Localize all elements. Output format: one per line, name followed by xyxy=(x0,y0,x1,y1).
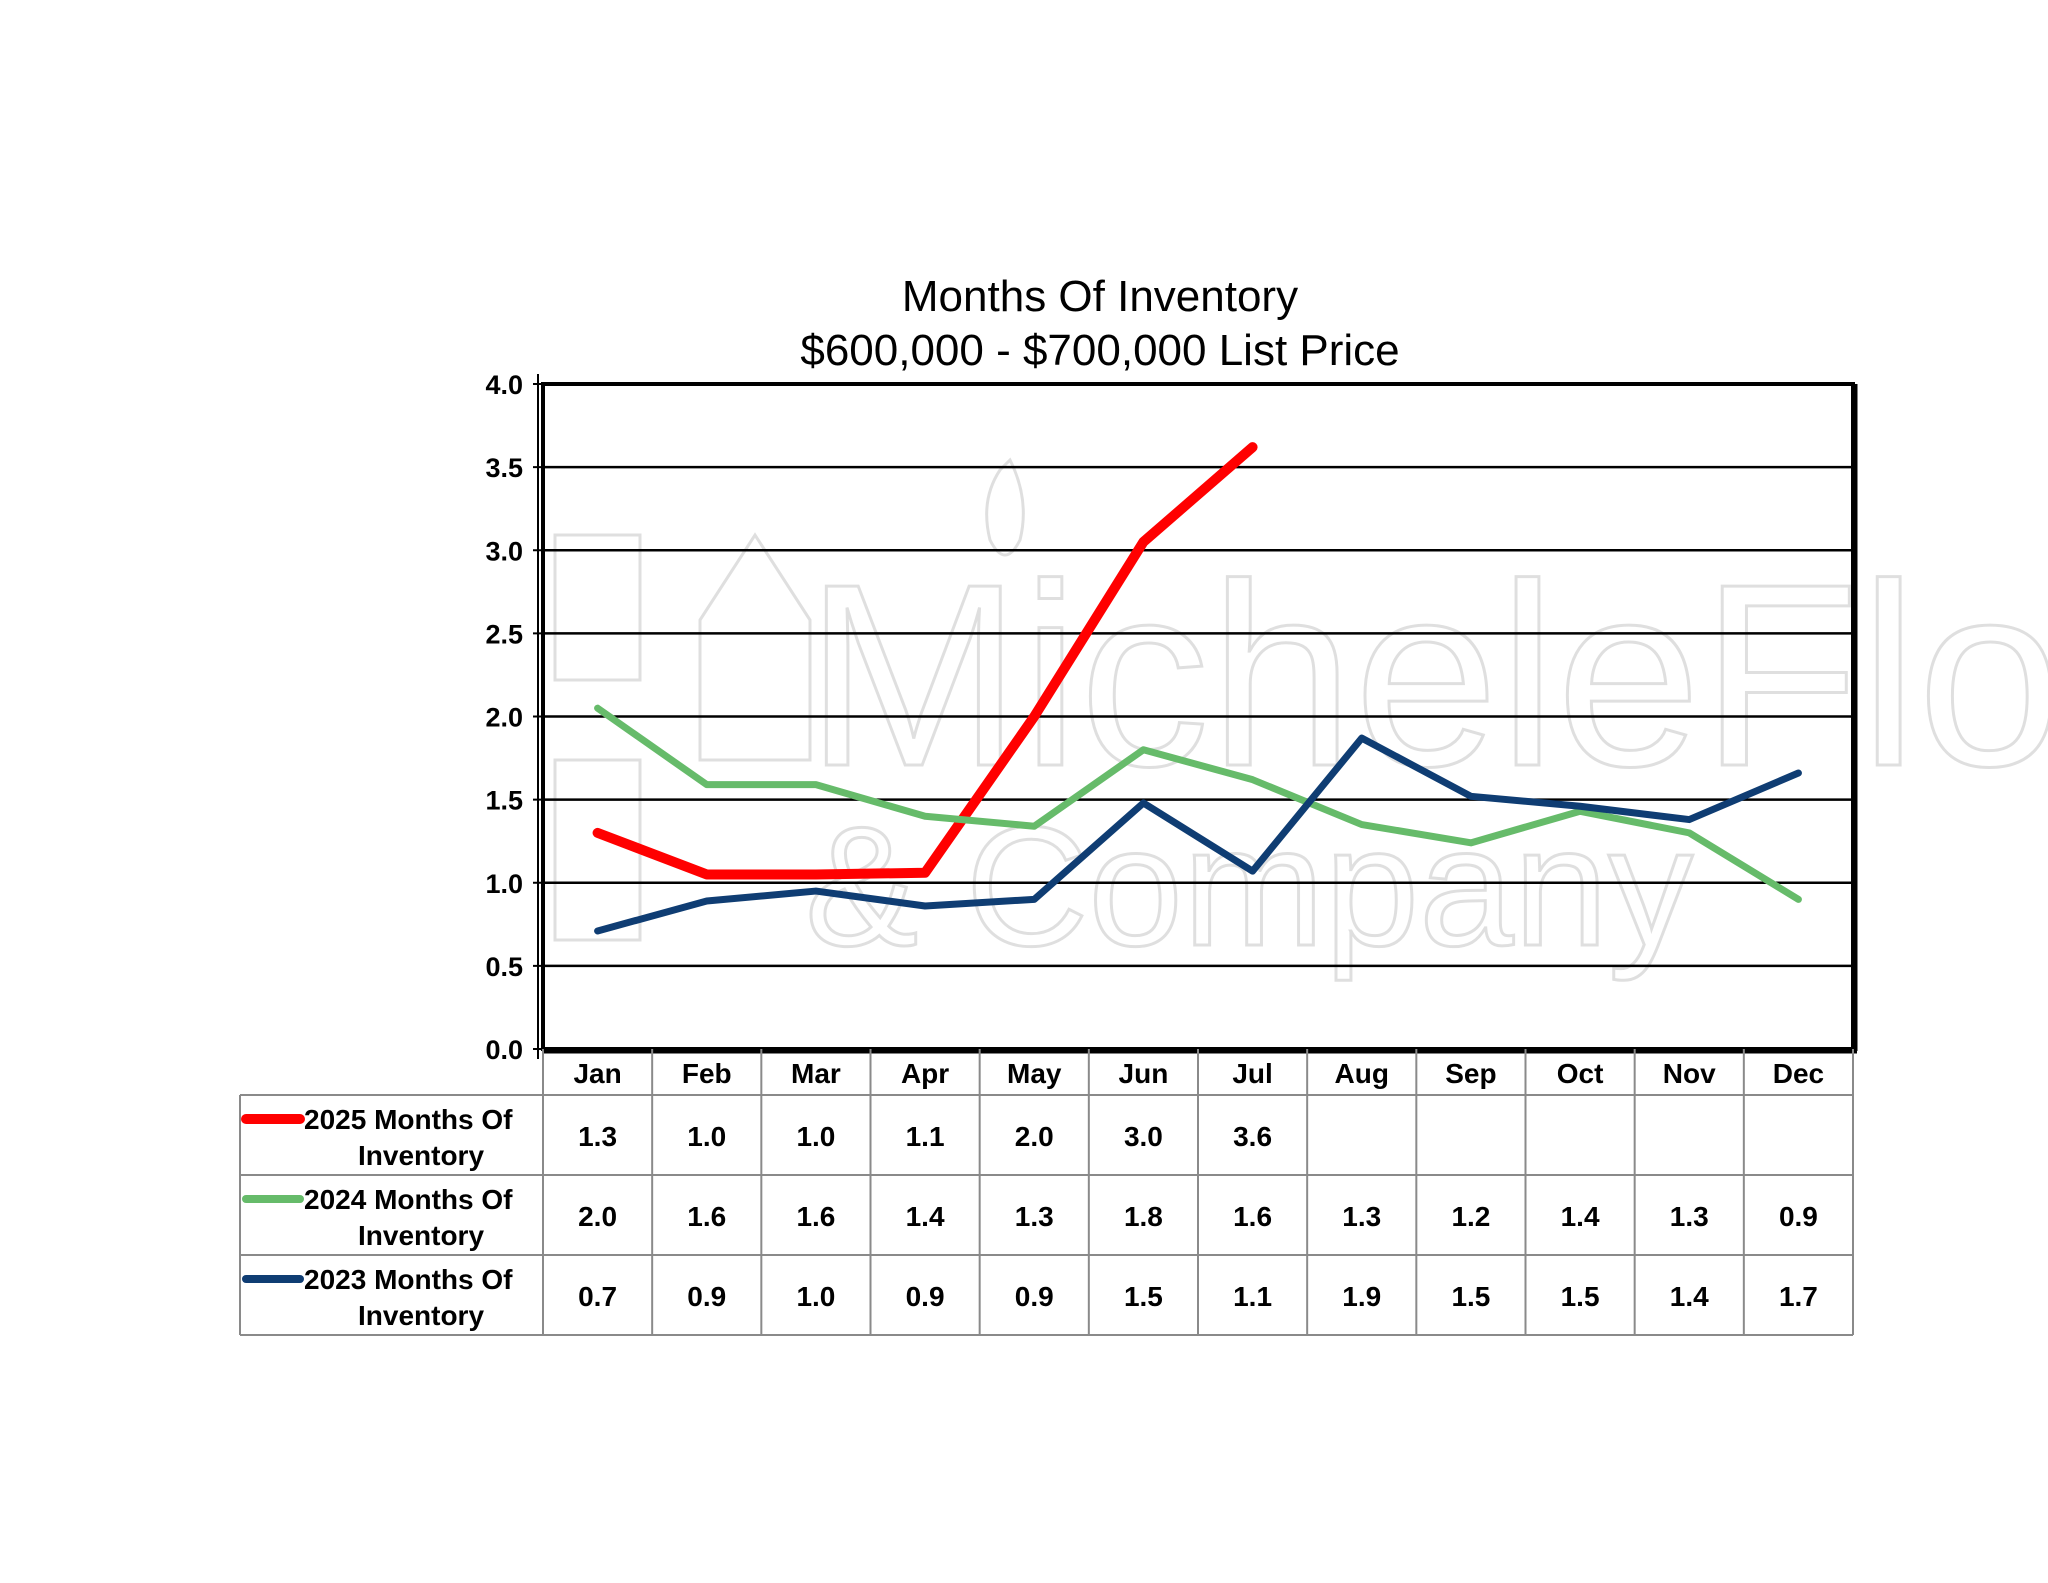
data-label: 3.6 xyxy=(1233,1121,1272,1152)
data-label: 3.0 xyxy=(1124,1121,1163,1152)
row-label-line2: Inventory xyxy=(358,1140,484,1171)
data-label: 1.3 xyxy=(1670,1201,1709,1232)
category-label: Nov xyxy=(1663,1058,1716,1089)
data-label: 1.5 xyxy=(1124,1281,1163,1312)
data-label: 1.6 xyxy=(1233,1201,1272,1232)
data-label: 1.0 xyxy=(796,1281,835,1312)
chart-subtitle: $600,000 - $700,000 List Price xyxy=(800,326,1399,375)
data-label: 0.9 xyxy=(906,1281,945,1312)
series-line-2024 xyxy=(594,704,1802,903)
data-label: 1.7 xyxy=(1779,1281,1818,1312)
y-tick-label: 0.5 xyxy=(485,952,523,982)
y-tick-label: 2.5 xyxy=(485,619,523,649)
data-label: 1.3 xyxy=(578,1121,617,1152)
data-label: 1.2 xyxy=(1451,1201,1490,1232)
category-label: Feb xyxy=(682,1058,732,1089)
table-row: 2024 Months Of Inventory 2.0 1.6 1.6 1.4 1.3 1.… xyxy=(242,1184,1818,1251)
category-label: Jan xyxy=(573,1058,621,1089)
data-label: 2.0 xyxy=(1015,1121,1054,1152)
data-label: 1.6 xyxy=(796,1201,835,1232)
table-row: 2023 Months Of Inventory 0.7 0.9 1.0 0.9 0.9 1.… xyxy=(242,1264,1818,1331)
data-label: 1.8 xyxy=(1124,1201,1163,1232)
y-axis-tick-labels: 0.0 0.5 1.0 1.5 2.0 2.5 3.0 3.5 4.0 xyxy=(485,370,523,1065)
category-label: Mar xyxy=(791,1058,841,1089)
data-label: 1.4 xyxy=(1670,1281,1709,1312)
category-label: May xyxy=(1007,1058,1062,1089)
y-tick-label: 1.0 xyxy=(485,869,523,899)
category-label: Jun xyxy=(1119,1058,1169,1089)
y-tick-label: 0.0 xyxy=(485,1035,523,1065)
data-label: 1.5 xyxy=(1561,1281,1600,1312)
data-table: Jan Feb Mar Apr May Jun Jul Aug Sep Oct Nov Dec 2025… xyxy=(239,1049,1854,1336)
row-label-line1: 2025 Months Of xyxy=(304,1104,513,1135)
series-line-2023 xyxy=(594,734,1802,935)
data-label: 1.0 xyxy=(687,1121,726,1152)
data-label: 1.9 xyxy=(1342,1281,1381,1312)
series-line-2025 xyxy=(592,442,1258,880)
category-label: Jul xyxy=(1232,1058,1272,1089)
data-label: 1.1 xyxy=(1233,1281,1272,1312)
y-tick-label: 1.5 xyxy=(485,786,523,816)
category-label: Aug xyxy=(1335,1058,1389,1089)
row-label-line1: 2024 Months Of xyxy=(304,1184,513,1215)
data-label: 0.7 xyxy=(578,1281,617,1312)
data-label: 0.9 xyxy=(1015,1281,1054,1312)
category-label: Apr xyxy=(901,1058,949,1089)
row-label-line2: Inventory xyxy=(358,1220,484,1251)
y-tick-label: 3.0 xyxy=(485,536,523,566)
y-tick-label: 2.0 xyxy=(485,703,523,733)
data-label: 1.3 xyxy=(1342,1201,1381,1232)
y-tick-label: 4.0 xyxy=(485,370,523,400)
category-label: Dec xyxy=(1773,1058,1824,1089)
category-label: Sep xyxy=(1445,1058,1496,1089)
data-label: 1.3 xyxy=(1015,1201,1054,1232)
y-tick-label: 3.5 xyxy=(485,453,523,483)
data-label: 0.9 xyxy=(687,1281,726,1312)
chart-title: Months Of Inventory xyxy=(902,272,1298,321)
data-label: 1.4 xyxy=(1561,1201,1600,1232)
category-label: Oct xyxy=(1557,1058,1604,1089)
data-label: 0.9 xyxy=(1779,1201,1818,1232)
data-label: 1.5 xyxy=(1451,1281,1490,1312)
data-label: 1.1 xyxy=(906,1121,945,1152)
data-label: 2.0 xyxy=(578,1201,617,1232)
data-label: 1.6 xyxy=(687,1201,726,1232)
data-label: 1.0 xyxy=(796,1121,835,1152)
row-label-line1: 2023 Months Of xyxy=(304,1264,513,1295)
table-row: 2025 Months Of Inventory 1.3 1.0 1.0 1.1 2.0 3.… xyxy=(241,1104,1272,1171)
series-lines xyxy=(592,442,1802,935)
row-label-line2: Inventory xyxy=(358,1300,484,1331)
data-label: 1.4 xyxy=(906,1201,945,1232)
